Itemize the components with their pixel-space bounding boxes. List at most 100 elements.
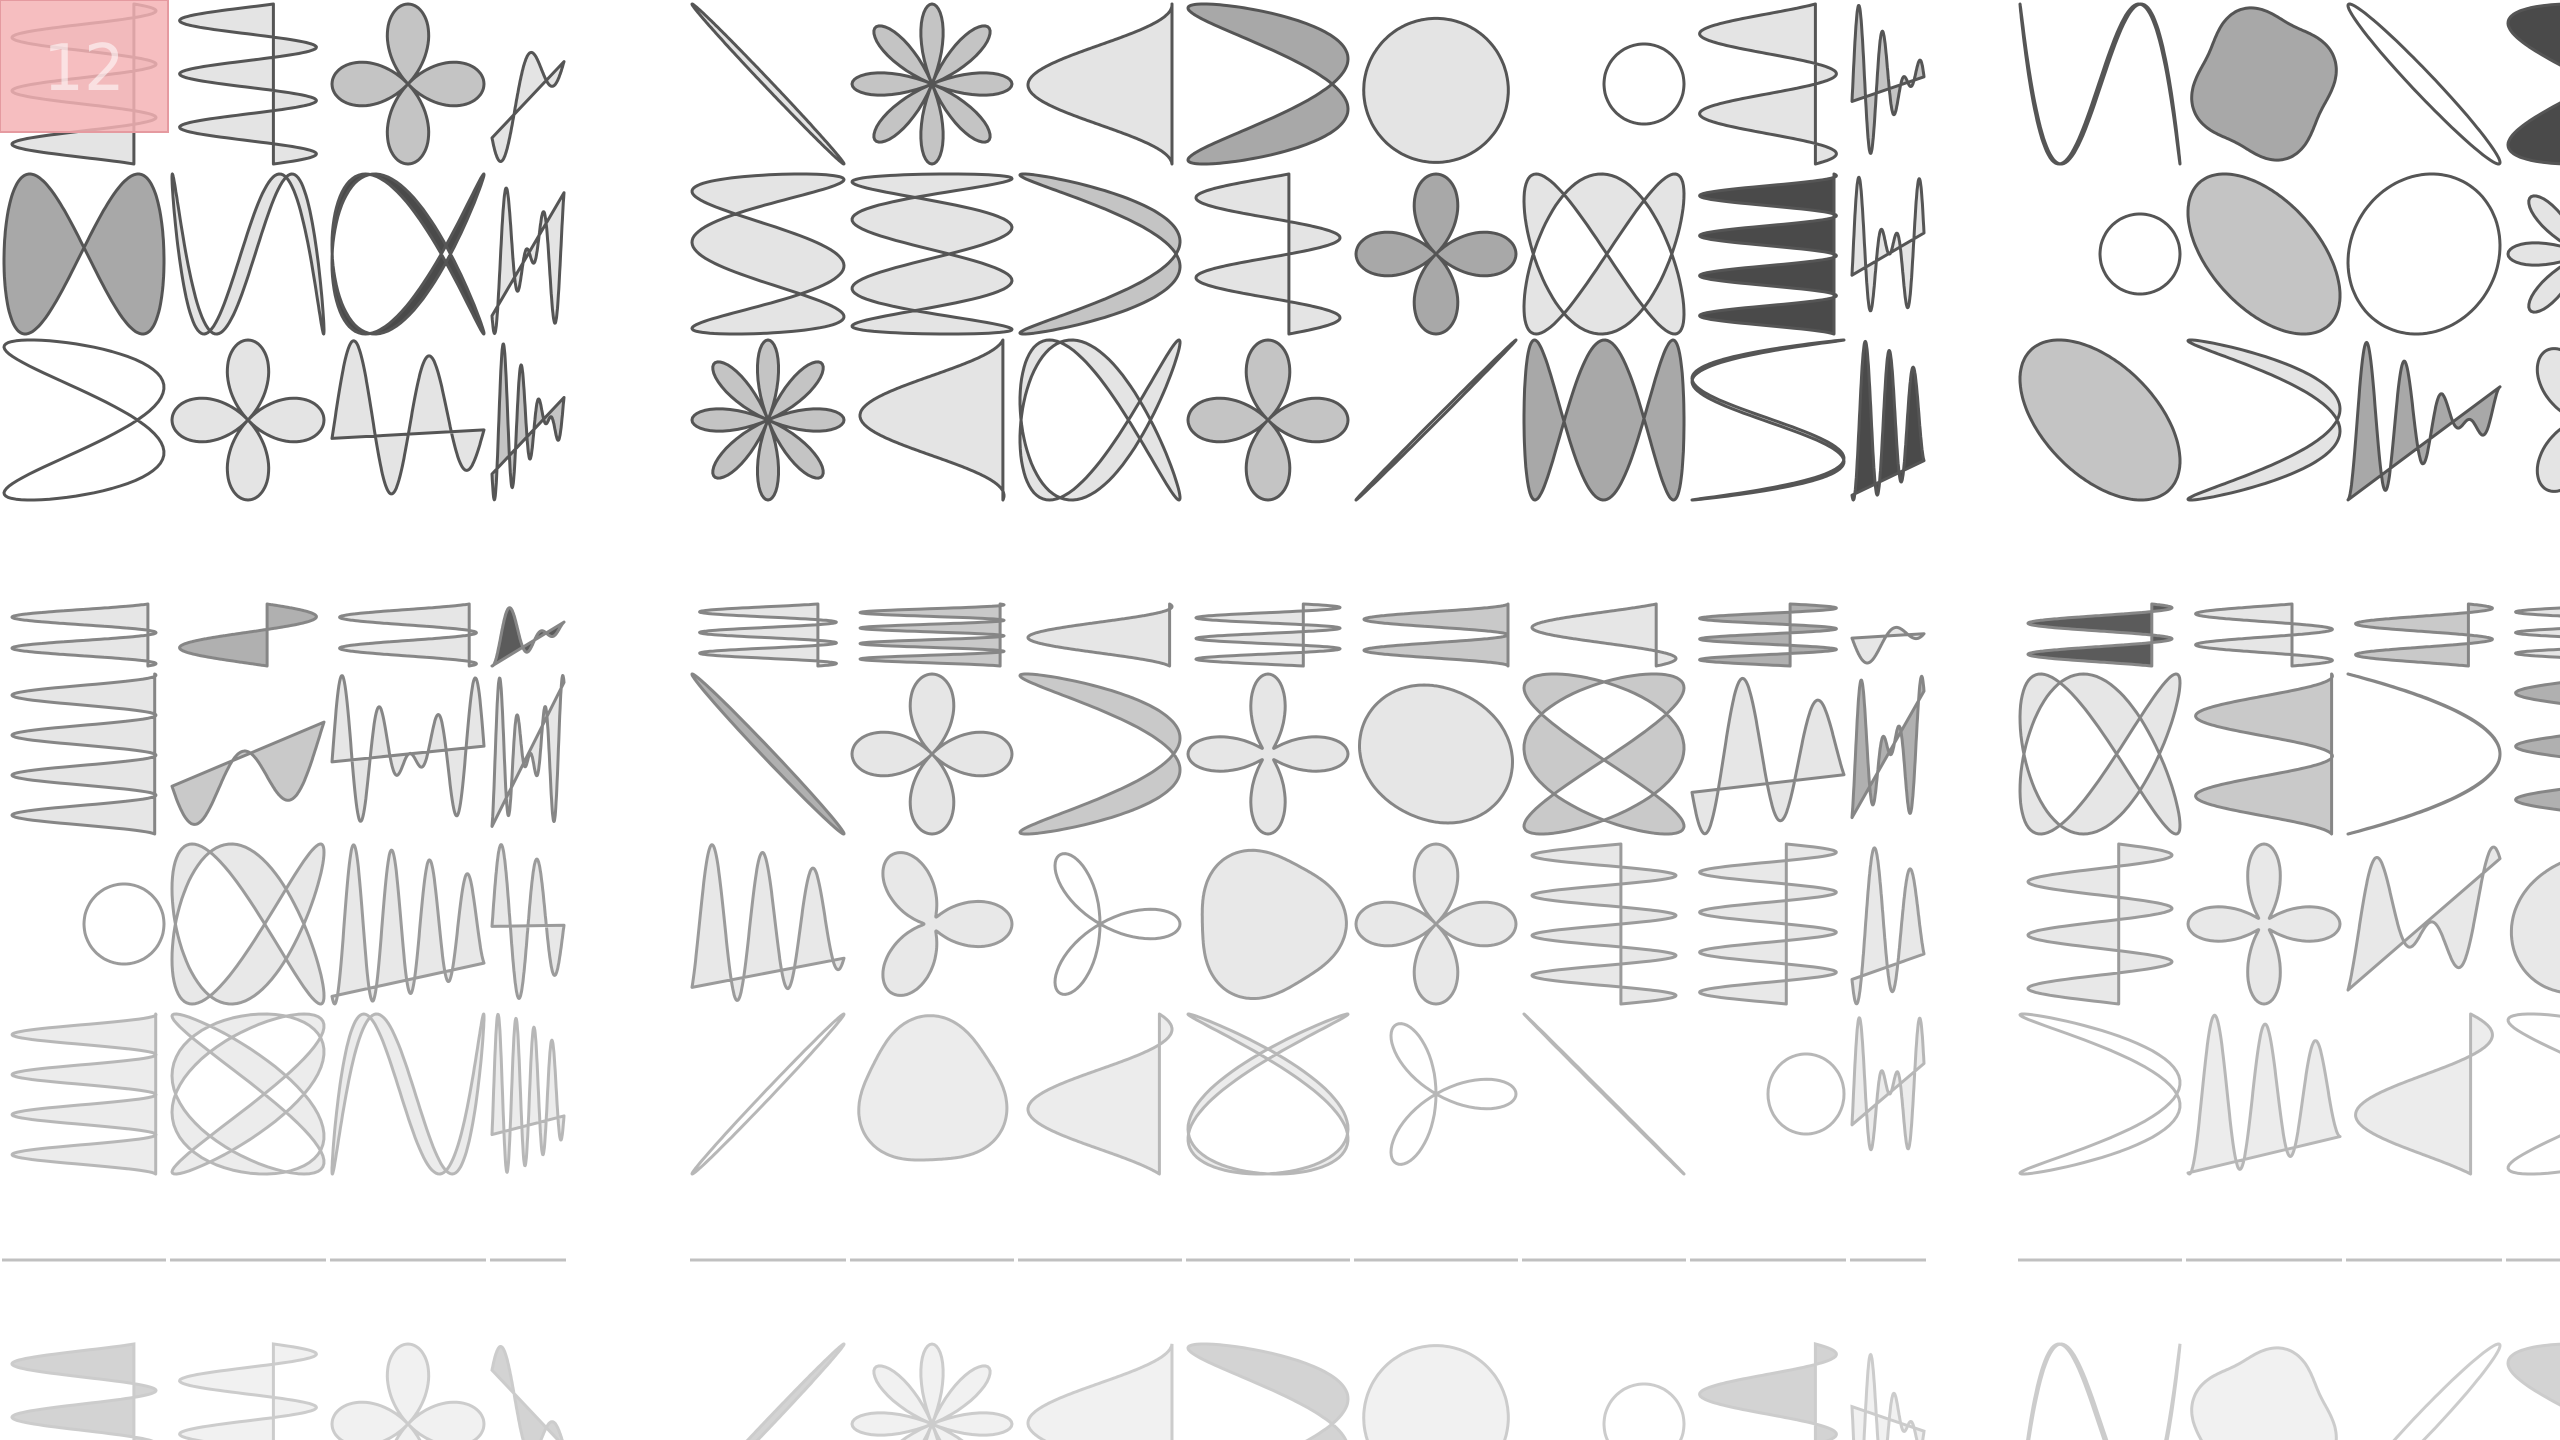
tile-left-r4-c2[interactable] (178, 602, 318, 668)
tile-left-r7-c1[interactable] (10, 1012, 158, 1176)
tile-left-r6-c1[interactable] (82, 882, 166, 966)
tile-left-r6-c4[interactable] (490, 843, 566, 1000)
tile-right-r1-c2[interactable] (2190, 6, 2338, 162)
tile-right-r4-c3[interactable] (2354, 602, 2494, 668)
tile-middle-r2-c1[interactable] (690, 172, 846, 336)
tile-middle-r5-c3[interactable] (1018, 672, 1182, 836)
tile-middle-r2-c2[interactable] (850, 172, 1014, 336)
tile-middle-r5-c1[interactable] (690, 672, 846, 836)
tile-left-r2-c3[interactable] (330, 172, 486, 336)
tile-middle-r7-c8[interactable] (1850, 1016, 1926, 1152)
tile-middle-r4-c5[interactable] (1362, 602, 1510, 668)
tile-middle-r6-c7[interactable] (1698, 842, 1838, 1006)
tile-middle-r3-c8[interactable] (1850, 339, 1926, 502)
tile-right-r2-c2[interactable] (2186, 172, 2342, 336)
tile-middle-r1-c8[interactable] (1850, 4, 1926, 155)
tile-middle-r7-c5[interactable] (1389, 1022, 1518, 1166)
tile-middle-r5-c7[interactable] (1690, 676, 1846, 836)
tile-middle-r2-c5[interactable] (1354, 172, 1518, 336)
tile-left-r7-c2[interactable] (170, 1012, 326, 1176)
tile-middle-r3-c1[interactable] (690, 338, 846, 502)
tile-right-r2-c1[interactable] (2098, 212, 2182, 296)
tile-right-r2-c4[interactable] (2506, 174, 2560, 334)
tile-left-r4-c1[interactable] (10, 602, 158, 668)
tile-left-r2-c1[interactable] (2, 172, 166, 336)
tile-left-r4-c3[interactable] (338, 602, 478, 668)
tile-middle-r2-c7[interactable] (1698, 172, 1838, 336)
tile-middle-r2-c3[interactable] (1018, 172, 1182, 336)
tile-left-r4-c4[interactable] (490, 606, 566, 668)
tile-right-r4-c4[interactable] (2514, 604, 2560, 666)
tile-middle-r4-c3[interactable] (1026, 602, 1174, 668)
tile-left-r5-c4[interactable] (490, 674, 566, 828)
tile-middle-r1-c6[interactable] (1602, 42, 1686, 126)
tile-left-r3-c3[interactable] (330, 339, 486, 496)
tile-left-r5-c2[interactable] (170, 720, 326, 826)
tile-right-r7-c2[interactable] (2186, 1013, 2342, 1176)
tile-middle-r7-c6[interactable] (1522, 1012, 1686, 1176)
tile-left-r6-c2[interactable] (170, 842, 326, 1006)
tile-middle-r4-c7[interactable] (1698, 602, 1838, 668)
tile-middle-r7-c3[interactable] (1026, 1012, 1174, 1176)
tile-middle-r3-c2[interactable] (858, 338, 1006, 502)
tile-right-r6-c3[interactable] (2346, 845, 2502, 992)
tile-left-r6-c3[interactable] (330, 843, 486, 1006)
tile-middle-r6-c6[interactable] (1530, 842, 1678, 1006)
tile-middle-r6-c3[interactable] (1053, 852, 1182, 996)
tile-right-r5-c2[interactable] (2194, 672, 2334, 836)
tile-right-r3-c1[interactable] (2018, 338, 2182, 502)
tile-middle-r5-c4[interactable] (1186, 672, 1350, 836)
tile-middle-r4-c2[interactable] (858, 602, 1006, 668)
selected-tile-highlight[interactable]: 12 (0, 0, 169, 133)
tile-left-r5-c3[interactable] (330, 674, 486, 823)
tile-right-r5-c1[interactable] (2018, 672, 2182, 836)
tile-right-r6-c1[interactable] (2026, 842, 2174, 1006)
tile-left-r1-c2[interactable] (178, 2, 318, 166)
tile-right-r1-c3[interactable] (2346, 2, 2502, 166)
tile-middle-r3-c3[interactable] (1018, 338, 1182, 502)
tile-middle-r1-c5[interactable] (1362, 16, 1510, 164)
tile-middle-r5-c5[interactable] (1358, 683, 1514, 825)
tile-middle-r1-c1[interactable] (690, 2, 846, 166)
tile-right-r2-c3[interactable] (2346, 172, 2502, 336)
tile-left-r5-c1[interactable] (10, 672, 158, 836)
tile-middle-r1-c2[interactable] (850, 2, 1014, 166)
tile-middle-r3-c4[interactable] (1186, 338, 1350, 502)
tile-left-r7-c3[interactable] (330, 1012, 486, 1176)
tile-left-r7-c4[interactable] (490, 1012, 566, 1174)
tile-middle-r6-c4[interactable] (1200, 848, 1348, 1000)
tile-middle-r4-c6[interactable] (1530, 602, 1678, 668)
tile-middle-r6-c8[interactable] (1850, 846, 1926, 1006)
tile-middle-r4-c8[interactable] (1850, 625, 1926, 665)
tile-right-r4-c2[interactable] (2194, 602, 2334, 668)
tile-middle-r4-c4[interactable] (1194, 602, 1342, 668)
tile-left-r2-c2[interactable] (170, 172, 326, 336)
tile-right-r3-c3[interactable] (2346, 340, 2502, 502)
tile-right-r4-c1[interactable] (2026, 602, 2174, 668)
tile-left-r1-c4[interactable] (490, 50, 566, 163)
tile-middle-r1-c4[interactable] (1186, 2, 1350, 166)
tile-middle-r2-c6[interactable] (1522, 172, 1686, 336)
tile-left-r3-c4[interactable] (490, 342, 566, 502)
tile-middle-r6-c2[interactable] (881, 851, 1014, 997)
tile-middle-r7-c7[interactable] (1766, 1052, 1846, 1136)
tile-middle-r5-c2[interactable] (850, 672, 1014, 836)
tile-middle-r5-c8[interactable] (1850, 674, 1926, 820)
tile-right-r3-c2[interactable] (2186, 338, 2342, 502)
tile-left-r3-c2[interactable] (170, 338, 326, 502)
tile-left-r1-c3[interactable] (330, 2, 486, 166)
tile-right-r7-c1[interactable] (2018, 1012, 2182, 1176)
tile-middle-r5-c6[interactable] (1522, 672, 1686, 836)
tile-right-r1-c1[interactable] (2018, 2, 2182, 166)
tile-right-r7-c4[interactable] (2506, 1012, 2560, 1176)
tile-right-r3-c4[interactable] (2535, 347, 2560, 493)
tile-middle-r6-c5[interactable] (1354, 842, 1518, 1006)
tile-middle-r2-c8[interactable] (1850, 175, 1926, 313)
tile-right-r6-c4[interactable] (2509, 855, 2560, 994)
tile-middle-r4-c1[interactable] (698, 602, 838, 668)
tile-left-r2-c4[interactable] (490, 186, 566, 335)
tile-middle-r3-c7[interactable] (1690, 338, 1846, 502)
tile-middle-r7-c2[interactable] (857, 1014, 1009, 1162)
tile-right-r6-c2[interactable] (2186, 842, 2342, 1006)
tile-right-r7-c3[interactable] (2354, 1012, 2494, 1176)
